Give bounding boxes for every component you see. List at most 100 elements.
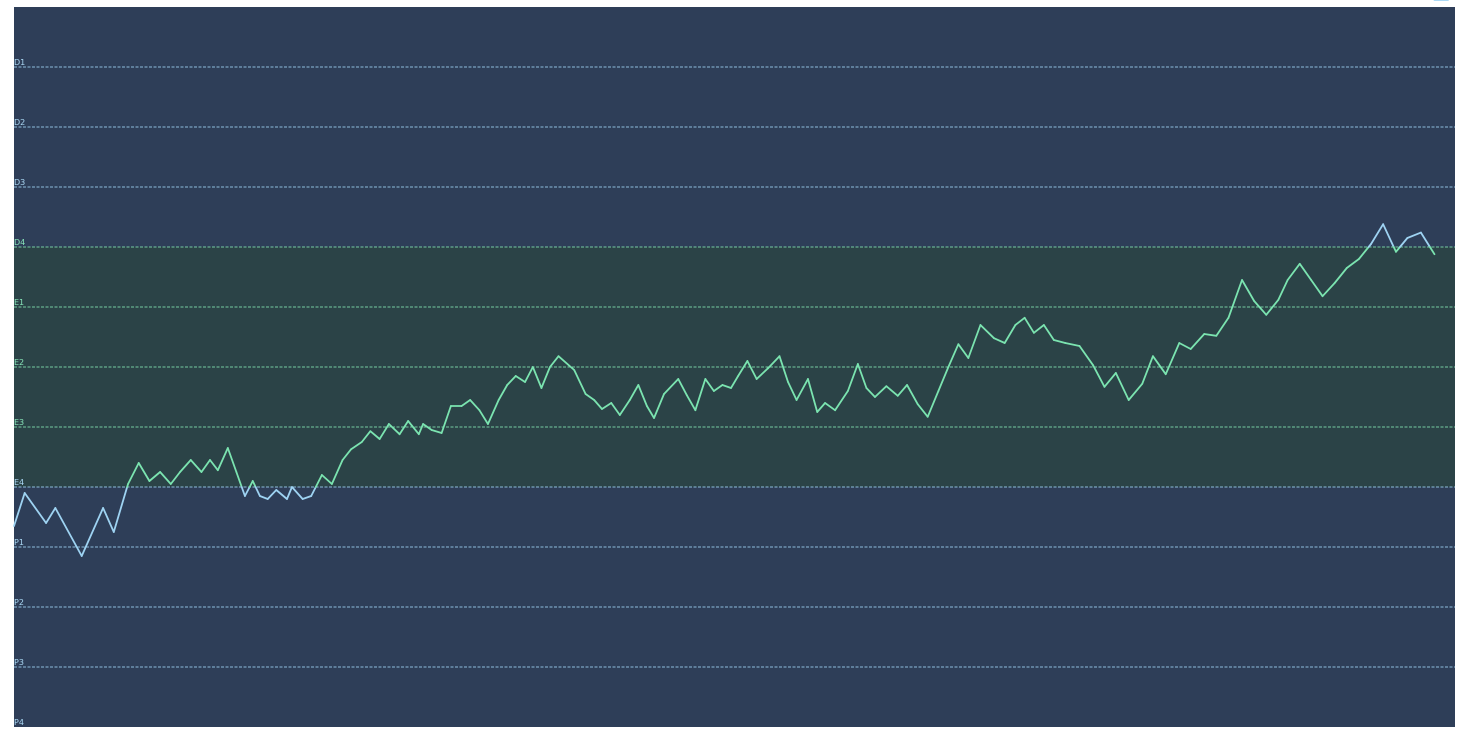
series-segment-119 [1178, 342, 1192, 350]
series-segment-118 [1164, 342, 1181, 376]
series-segment-51 [487, 399, 500, 425]
series-segment-79 [746, 360, 758, 380]
series-segment-124 [1241, 279, 1256, 302]
series-segment-80 [755, 367, 769, 380]
series-segment-102 [979, 324, 995, 340]
series-segment-136 [1370, 223, 1385, 245]
series-segment-62 [593, 399, 603, 410]
series-segment-29 [291, 486, 304, 500]
series-segment-22 [248, 480, 254, 488]
level-label-d3: D3 [14, 178, 25, 187]
series-segment-65 [618, 399, 631, 416]
series-segment-30 [301, 495, 313, 500]
series-segment-90 [856, 363, 868, 389]
series-segment-78 [737, 360, 749, 377]
series-segment-32 [314, 474, 323, 488]
series-segment-57 [540, 366, 551, 389]
level-label-p3: P3 [14, 658, 24, 667]
series-segment-41 [398, 420, 410, 436]
gridlines [14, 66, 1455, 668]
series-segment-21 [244, 486, 251, 497]
series-segment-121 [1203, 333, 1218, 337]
series-segment-16 [209, 459, 219, 472]
series-segment-70 [663, 378, 680, 395]
series-segment-101 [967, 324, 982, 359]
series-segment-11 [159, 471, 172, 485]
series-segment-6 [112, 486, 129, 533]
series-segment-26 [266, 489, 278, 500]
series-segment-14 [189, 459, 203, 473]
series-segment-109 [1052, 339, 1067, 344]
series-segment-17 [216, 447, 229, 472]
series-segment-82 [778, 355, 789, 383]
series-segment-69 [653, 393, 665, 419]
series-segment-76 [721, 384, 732, 389]
level-label-p2: P2 [14, 598, 24, 607]
series-segment-71 [677, 378, 688, 397]
series-segment-33 [320, 474, 333, 485]
series-segment-66 [628, 384, 640, 401]
series-lines [13, 0, 1449, 557]
series-segment-134 [1358, 246, 1370, 260]
series-segment-95 [906, 384, 919, 406]
series-segment-25 [258, 495, 269, 500]
series-segment-86 [816, 402, 826, 413]
series-segment-36 [350, 441, 363, 451]
series-segment-56 [531, 366, 543, 389]
series-segment-126 [1265, 298, 1280, 316]
series-segment-132 [1333, 267, 1348, 284]
series-segment-54 [514, 375, 526, 383]
series-segment-88 [834, 390, 849, 412]
series-segment-96 [916, 403, 929, 418]
series-segment-140 [1399, 237, 1409, 248]
series-segment-87 [824, 402, 836, 412]
series-segment-37 [360, 430, 372, 443]
series-segment-107 [1033, 324, 1045, 334]
series-segment-112 [1092, 364, 1106, 388]
level-label-e2: E2 [14, 358, 24, 367]
series-segment-4 [80, 507, 104, 557]
y-level-labels: D1 D2 D3 D4 E1 E2 E3 E4 P1 P2 P3 P4 [14, 58, 25, 727]
series-segment-91 [865, 387, 876, 398]
series-segment-125 [1253, 300, 1268, 316]
series-segment-108 [1042, 324, 1055, 341]
series-segment-103 [993, 337, 1006, 344]
series-segment-77 [730, 375, 740, 389]
series-segment-123 [1227, 279, 1243, 319]
series-segment-42 [407, 420, 420, 436]
level-label-d4: D4 [14, 238, 25, 247]
series-segment-89 [846, 363, 859, 392]
series-segment-43 [417, 423, 425, 436]
series-segment-137 [1382, 223, 1395, 248]
series-segment-85 [807, 378, 819, 413]
series-segment-61 [584, 393, 596, 401]
series-segment-128 [1286, 262, 1301, 281]
series-segment-115 [1127, 382, 1144, 401]
series-segment-46 [440, 405, 452, 434]
series-segment-120 [1189, 333, 1206, 350]
series-segment-99 [947, 343, 960, 368]
series-segment-34 [330, 459, 344, 485]
series-segment-97 [926, 390, 940, 418]
series-segment-98 [937, 366, 950, 392]
series-segment-94 [896, 384, 908, 397]
series-segment-2 [45, 507, 57, 524]
series-segment-105 [1014, 316, 1026, 326]
series-segment-73 [694, 378, 707, 412]
series-segment-116 [1141, 355, 1154, 385]
series-segment-60 [573, 369, 587, 395]
series-segment-44 [422, 423, 433, 431]
series-segment-12 [169, 471, 181, 485]
series-segment-1 [23, 492, 47, 524]
series-segment-20 [240, 486, 246, 497]
series-segment-52 [497, 384, 509, 401]
series-segment-142 [1420, 231, 1431, 248]
series-segment-31 [310, 486, 317, 497]
series-segment-58 [549, 355, 560, 368]
series-segment-68 [646, 405, 655, 419]
series-segment-49 [469, 399, 481, 412]
series-segment-64 [610, 402, 621, 416]
series-segment-3 [54, 507, 83, 557]
series-segment-53 [506, 375, 517, 386]
